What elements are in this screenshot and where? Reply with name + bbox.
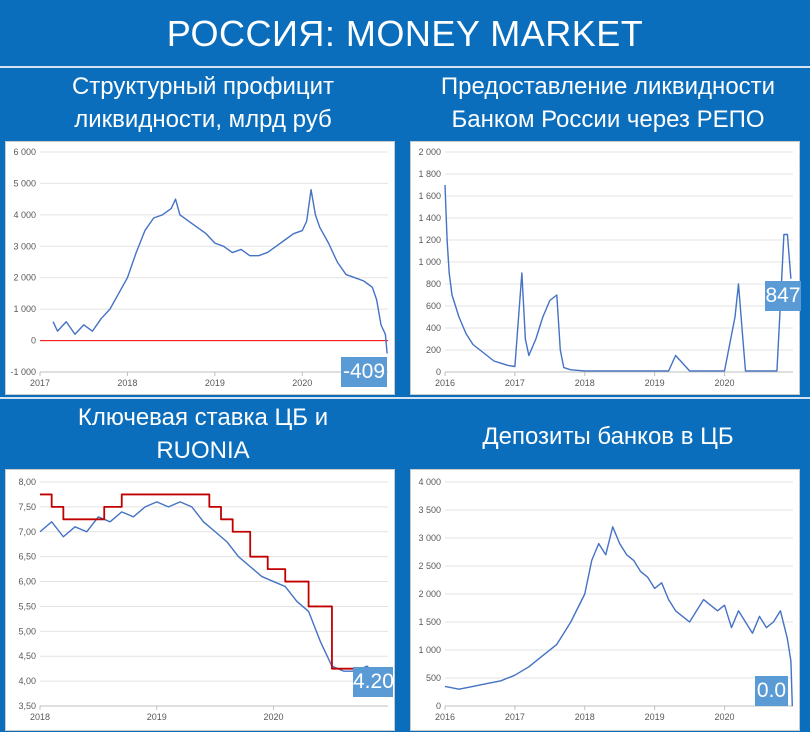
x-tick-label: 2017 [30,378,50,388]
y-tick-label: 500 [426,673,441,683]
y-tick-label: 1 000 [13,304,36,314]
y-tick-label: 800 [426,279,441,289]
y-tick-label: 0 [436,701,441,711]
y-tick-label: 2 000 [418,147,441,157]
x-tick-label: 2019 [147,712,167,722]
y-tick-label: 5,50 [18,601,36,611]
divider [0,397,810,399]
y-tick-label: 1 200 [418,235,441,245]
y-tick-label: 7,50 [18,502,36,512]
y-tick-label: 4 000 [13,210,36,220]
x-tick-label: 2020 [264,712,284,722]
y-tick-label: 2 000 [13,273,36,283]
panel-3-last-value-badge: 4.20 [353,667,394,697]
x-tick-label: 2018 [575,378,595,388]
x-tick-label: 2018 [575,712,595,722]
series-line [52,189,388,354]
x-tick-label: 2019 [205,378,225,388]
y-tick-label: 3,50 [18,701,36,711]
panel-2-chart: 0 200 400 600 800 1 000 1 200 1 400 1 600 1 800 2 … [410,141,800,395]
y-tick-label: 4,50 [18,651,36,661]
y-tick-label: 1 400 [418,213,441,223]
y-tick-label: 600 [426,301,441,311]
x-tick-label: 2016 [435,378,455,388]
x-tick-label: 2018 [117,378,137,388]
y-tick-label: 8,00 [18,477,36,487]
y-tick-label: 5,00 [18,626,36,636]
y-tick-label: 1 800 [418,169,441,179]
divider [0,66,810,68]
y-tick-label: 2 000 [418,589,441,599]
y-tick-label: 1 000 [418,645,441,655]
y-tick-label: 1 500 [418,617,441,627]
panel-3-chart: 3,50 4,00 4,50 5,00 5,50 6,00 6,50 7,00 7,50 8,00… [5,469,395,731]
y-tick-label: 0 [436,367,441,377]
panel-4-chart: 0 500 1 000 1 500 2 000 2 500 3 000 3 500 4 000 2… [410,469,800,731]
panel-1-title: Структурный профицит ликвидности, млрд ру… [71,73,335,133]
y-tick-label: 4,00 [18,676,36,686]
x-tick-label: 2017 [505,712,525,722]
x-tick-label: 2020 [715,712,735,722]
x-tick-label: 2019 [645,378,665,388]
liquidity-surplus-plot: -1 000 0 1 000 2 000 3 000 4 000 5 000 6 000 201… [10,147,388,388]
y-tick-label: 400 [426,323,441,333]
y-tick-label: -1 000 [10,367,36,377]
x-tick-label: 2020 [715,378,735,388]
x-tick-label: 2016 [435,712,455,722]
y-tick-label: 3 000 [418,533,441,543]
x-tick-label: 2019 [645,712,665,722]
series-line [444,526,794,707]
x-tick-label: 2018 [30,712,50,722]
y-tick-label: 2 500 [418,561,441,571]
y-tick-label: 1 000 [418,257,441,267]
y-tick-label: 6,50 [18,552,36,562]
bank-deposits-plot: 0 500 1 000 1 500 2 000 2 500 3 000 3 500 4 000 2… [418,477,794,722]
y-tick-label: 3 500 [418,505,441,515]
x-tick-label: 2017 [505,378,525,388]
series-line [444,184,792,372]
panel-4-last-value-badge: 0.0 [755,676,788,706]
repo-liquidity-plot: 0 200 400 600 800 1 000 1 200 1 400 1 600 1 800 2 … [418,147,793,388]
y-tick-label: 5 000 [13,178,36,188]
panel-1-chart: -1 000 0 1 000 2 000 3 000 4 000 5 000 6 000 201… [5,141,395,395]
y-tick-label: 200 [426,345,441,355]
panel-2-last-value-badge: 847 [765,281,801,311]
y-tick-label: 6,00 [18,577,36,587]
y-tick-label: 6 000 [13,147,36,157]
key-rate-line [40,493,388,670]
page-title: РОССИЯ: MONEY MARKET [166,13,644,54]
panel-2-title: Предоставление ликвидности Банком России … [440,73,776,133]
y-tick-label: 3 000 [13,241,36,251]
x-tick-label: 2020 [292,378,312,388]
y-tick-label: 7,00 [18,527,36,537]
y-tick-label: 4 000 [418,477,441,487]
y-tick-label: 1 600 [418,191,441,201]
y-tick-label: 0 [31,336,36,346]
panel-1-last-value-badge: -409 [341,357,387,387]
panel-3-title: Ключевая ставка ЦБ и RUONIA [77,404,329,464]
panel-4-title: Депозиты банков в ЦБ [482,423,734,450]
key-rate-ruonia-plot: 3,50 4,00 4,50 5,00 5,50 6,00 6,50 7,00 7,50 8,00… [18,477,388,722]
